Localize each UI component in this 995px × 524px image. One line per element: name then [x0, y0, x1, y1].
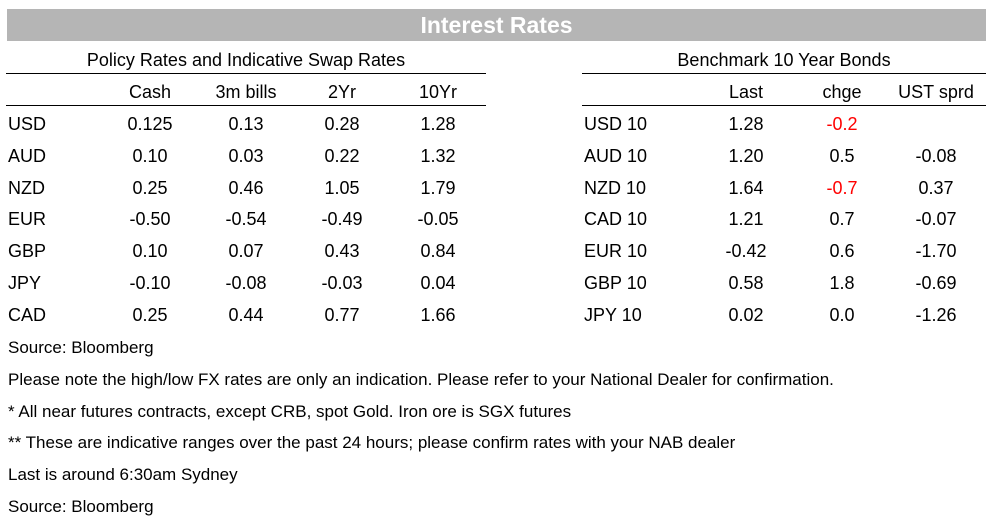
policy-rate-cell: -0.03 [321, 273, 363, 293]
policy-currency-label: USD [8, 114, 47, 134]
bond-last-cell: 1.28 [728, 114, 764, 134]
policy-rate-cell: 0.77 [324, 304, 360, 325]
bond-ust-spread-cell: -1.70 [915, 241, 957, 262]
bond-label: GBP 10 [584, 273, 647, 293]
footnote-line: ** These are indicative ranges over the … [8, 433, 736, 453]
bond-last-cell: -0.42 [725, 241, 767, 262]
policy-rate-cell: 0.44 [228, 304, 264, 325]
policy-rate-cell: 1.66 [420, 304, 456, 325]
policy-rate-cell: 0.10 [132, 241, 168, 262]
footnote-line: Please note the high/low FX rates are on… [8, 369, 834, 389]
bond-last-cell: 0.02 [728, 304, 764, 325]
bond-ust-spread-cell: -0.07 [915, 209, 957, 230]
col-header-10yr: 10Yr [418, 82, 458, 102]
policy-rate-cell: 0.25 [132, 177, 168, 198]
policy-rates-heading: Policy Rates and Indicative Swap Rates [86, 50, 406, 70]
bond-label: AUD 10 [584, 145, 648, 166]
policy-currency-label: NZD [8, 177, 45, 198]
policy-rate-cell: 0.03 [228, 145, 264, 166]
col-header-chge: chge [822, 82, 862, 102]
policy-rate-cell: 0.10 [132, 145, 168, 166]
bond-last-cell: 1.21 [728, 209, 764, 230]
bond-last-cell: 1.64 [728, 177, 764, 198]
table-row: USD 0.125 0.13 0.28 1.28 USD 10 1.28 -0.2 [0, 108, 995, 140]
policy-rate-cell: -0.08 [225, 273, 267, 293]
bond-change-cell: 1.8 [829, 273, 855, 293]
bond-label: NZD 10 [584, 177, 647, 198]
policy-rate-cell: -0.10 [129, 273, 171, 293]
footnote-line: Source: Bloomberg [8, 338, 154, 357]
policy-rate-cell: 0.125 [127, 114, 173, 134]
bond-ust-spread-cell: -1.26 [915, 304, 957, 325]
policy-rate-cell: 0.84 [420, 241, 456, 262]
col-header-cash: Cash [128, 82, 172, 102]
bond-change-cell: 0.0 [829, 304, 855, 325]
page-title: Interest Rates [7, 9, 986, 41]
col-header-2yr: 2Yr [327, 82, 356, 102]
policy-rate-cell: 1.28 [420, 114, 456, 134]
policy-rate-cell: -0.50 [129, 209, 171, 230]
bond-label: CAD 10 [584, 209, 648, 230]
col-header-3m-bills: 3m bills [215, 82, 277, 102]
policy-currency-label: JPY [8, 273, 42, 293]
table-row: NZD 0.25 0.46 1.05 1.79 NZD 10 1.64 -0.7 0.37 [0, 172, 995, 204]
bond-ust-spread-cell: 0.37 [918, 177, 954, 198]
table-row: CAD 0.25 0.44 0.77 1.66 JPY 10 0.02 0.0 -1.26 [0, 299, 995, 331]
policy-currency-label: GBP [8, 241, 47, 262]
policy-rate-cell: 1.05 [324, 177, 360, 198]
policy-currency-label: EUR [8, 209, 47, 230]
policy-rate-cell: 0.22 [324, 145, 360, 166]
policy-columns-rule [6, 105, 486, 106]
policy-rate-cell: 0.13 [228, 114, 264, 134]
bond-change-cell: 0.7 [829, 209, 855, 230]
table-row: EUR -0.50 -0.54 -0.49 -0.05 CAD 10 1.21 0.7 -0.0… [0, 203, 995, 235]
policy-rate-cell: 0.46 [228, 177, 264, 198]
footnote-line: * All near futures contracts, except CRB… [8, 401, 572, 421]
bonds-heading-rule [582, 73, 986, 74]
policy-rate-cell: 0.07 [228, 241, 264, 262]
policy-rate-cell: 1.32 [420, 145, 456, 166]
policy-rate-cell: -0.54 [225, 209, 267, 230]
bond-label: EUR 10 [584, 241, 648, 262]
table-row: GBP 0.10 0.07 0.43 0.84 EUR 10 -0.42 0.6 -1.70 [0, 235, 995, 267]
bond-last-cell: 1.20 [728, 145, 764, 166]
col-header-ust-sprd: UST sprd [898, 82, 974, 102]
policy-rate-cell: 0.43 [324, 241, 360, 262]
bond-label: USD 10 [584, 114, 648, 134]
policy-currency-label: CAD [8, 304, 47, 325]
bond-change-cell: -0.7 [826, 177, 858, 198]
table-row: JPY -0.10 -0.08 -0.03 0.04 GBP 10 0.58 1.8 -0.69 [0, 267, 995, 299]
policy-heading-rule [6, 73, 486, 74]
footnote-line: Last is around 6:30am Sydney [8, 465, 238, 485]
policy-rate-cell: 0.28 [324, 114, 360, 134]
policy-currency-label: AUD [8, 145, 47, 166]
policy-rate-cell: -0.49 [321, 209, 363, 230]
policy-rate-cell: 0.25 [132, 304, 168, 325]
bond-ust-spread-cell: -0.08 [915, 145, 957, 166]
bond-label: JPY 10 [584, 304, 642, 325]
bond-change-cell: 0.5 [829, 145, 855, 166]
bond-last-cell: 0.58 [728, 273, 764, 293]
footnote-line: Source: Bloomberg [8, 497, 154, 516]
bonds-columns-rule [582, 105, 986, 106]
bond-ust-spread-cell: -0.69 [915, 273, 957, 293]
policy-rate-cell: 1.79 [420, 177, 456, 198]
col-header-last: Last [728, 82, 764, 102]
policy-rate-cell: 0.04 [420, 273, 456, 293]
bonds-heading: Benchmark 10 Year Bonds [677, 50, 891, 70]
bond-change-cell: -0.2 [826, 114, 858, 134]
bond-change-cell: 0.6 [829, 241, 855, 262]
policy-rate-cell: -0.05 [417, 209, 459, 230]
table-row: AUD 0.10 0.03 0.22 1.32 AUD 10 1.20 0.5 -0.08 [0, 140, 995, 172]
